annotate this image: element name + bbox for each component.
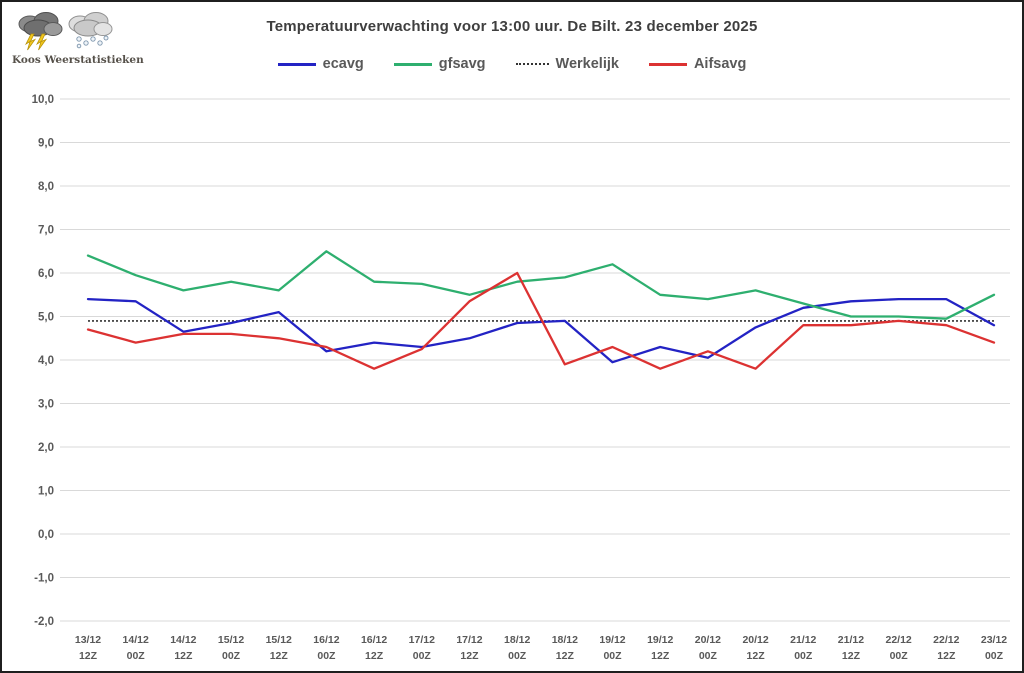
legend: ecavg gfsavg Werkelijk Aifsavg [2,56,1022,72]
logo-icons [12,8,132,52]
series-line-ecavg [86,297,996,364]
snow-cloud-icon [68,12,113,49]
x-axis-tick-date: 19/12 [647,634,673,646]
x-axis-tick-hour: 00Z [890,650,909,662]
x-axis-tick-hour: 00Z [317,650,336,662]
y-axis-tick-label: 7,0 [38,225,54,237]
x-axis-tick-hour: 12Z [747,650,766,662]
x-axis-tick-hour: 12Z [937,650,956,662]
logo: Koos Weerstatistieken [12,8,144,66]
x-axis-tick-hour: 12Z [270,650,289,662]
y-axis-tick-label: 6,0 [38,268,54,280]
x-axis-tick-hour: 00Z [699,650,718,662]
x-axis-tick-date: 17/12 [456,634,482,646]
x-axis-tick-date: 23/12 [981,634,1007,646]
legend-swatch-ecavg [277,62,316,66]
y-axis-tick-label: 8,0 [38,181,54,193]
y-axis-tick-label: 10,0 [32,94,54,106]
y-axis-tick-label: 1,0 [38,486,54,498]
x-axis-tick-hour: 12Z [460,650,479,662]
x-axis-tick-date: 20/12 [695,634,721,646]
x-axis-tick-hour: 12Z [79,650,98,662]
legend-label-gfsavg: gfsavg [438,56,486,72]
legend-label-aifsavg: Aifsavg [693,56,747,72]
x-axis-tick-hour: 00Z [603,650,622,662]
storm-cloud-icon [18,12,63,51]
legend-item-werkelijk: Werkelijk [515,56,619,72]
legend-swatch-werkelijk [515,63,549,65]
y-axis-tick-label: -2,0 [34,616,54,628]
x-axis-tick-hour: 12Z [842,650,861,662]
x-axis-tick-date: 15/12 [266,634,292,646]
y-axis-tick-label: 5,0 [38,312,54,324]
x-axis-tick-date: 14/12 [123,634,149,646]
logo-text: Koos Weerstatistieken [12,54,144,66]
x-axis-tick-hour: 00Z [413,650,432,662]
x-axis-tick-hour: 00Z [222,650,241,662]
legend-item-aifsavg: Aifsavg [648,56,747,72]
x-axis-tick-hour: 12Z [365,650,384,662]
legend-item-gfsavg: gfsavg [393,56,486,72]
x-axis-tick-date: 15/12 [218,634,244,646]
x-axis-tick-date: 20/12 [742,634,768,646]
x-axis-tick-hour: 00Z [127,650,146,662]
chart-title: Temperatuurverwachting voor 13:00 uur. D… [266,18,758,35]
legend-label-werkelijk: Werkelijk [555,56,619,72]
x-axis-tick-hour: 12Z [174,650,193,662]
y-axis-tick-label: 3,0 [38,399,54,411]
x-axis-tick-date: 16/12 [361,634,387,646]
x-axis-tick-hour: 12Z [556,650,575,662]
x-axis-tick-date: 22/12 [933,634,959,646]
x-axis-tick-date: 18/12 [504,634,530,646]
y-axis-tick-label: 9,0 [38,138,54,150]
x-axis-tick-date: 17/12 [409,634,435,646]
x-axis-tick-hour: 00Z [794,650,813,662]
series-line-gfsavg [86,250,996,320]
legend-swatch-gfsavg [393,62,432,66]
x-axis-tick-date: 21/12 [838,634,864,646]
x-axis-tick-date: 19/12 [599,634,625,646]
legend-swatch-aifsavg [648,62,687,66]
legend-label-ecavg: ecavg [322,56,364,72]
y-axis-tick-label: 4,0 [38,355,54,367]
x-axis-tick-hour: 00Z [985,650,1004,662]
series-line-aifsavg [86,271,996,370]
x-axis-tick-date: 21/12 [790,634,816,646]
y-axis-tick-label: 2,0 [38,442,54,454]
y-axis-tick-label: 0,0 [38,529,54,541]
x-axis-tick-date: 16/12 [313,634,339,646]
x-axis-tick-hour: 12Z [651,650,670,662]
x-axis-tick-hour: 00Z [508,650,527,662]
x-axis-tick-date: 13/12 [75,634,101,646]
y-axis-tick-label: -1,0 [34,573,54,585]
legend-item-ecavg: ecavg [277,56,364,72]
x-axis-tick-date: 18/12 [552,634,578,646]
x-axis-tick-date: 14/12 [170,634,196,646]
x-axis-tick-date: 22/12 [885,634,911,646]
